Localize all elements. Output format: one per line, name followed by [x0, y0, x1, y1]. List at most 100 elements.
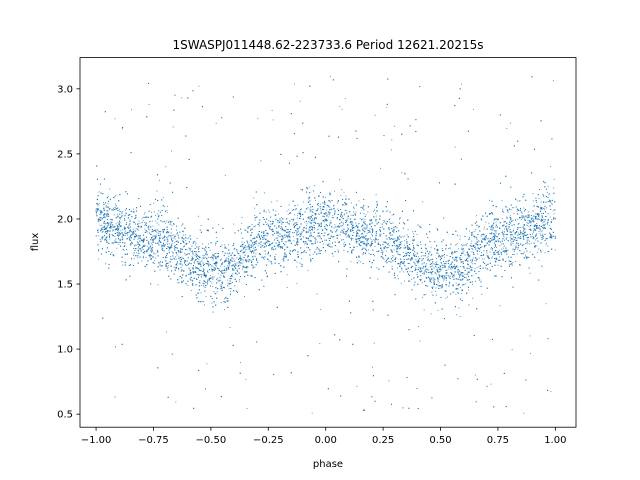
- data-point: [166, 238, 168, 240]
- data-point: [431, 274, 433, 276]
- data-point: [156, 232, 158, 234]
- data-point: [268, 226, 270, 228]
- data-point: [321, 228, 323, 230]
- data-point: [393, 125, 395, 127]
- data-point: [536, 233, 538, 235]
- data-point: [533, 238, 535, 240]
- data-point: [328, 212, 330, 214]
- data-point: [255, 248, 257, 250]
- data-point: [469, 230, 471, 232]
- data-point: [258, 253, 260, 255]
- data-point: [118, 227, 120, 229]
- data-point: [198, 258, 200, 260]
- data-point: [431, 269, 433, 271]
- data-point: [284, 230, 286, 232]
- data-point: [536, 201, 538, 203]
- data-point: [511, 349, 513, 351]
- data-point: [456, 243, 458, 245]
- data-point: [280, 228, 282, 229]
- data-point: [478, 244, 480, 246]
- data-point: [436, 267, 438, 269]
- data-point: [340, 214, 342, 216]
- data-point: [105, 204, 107, 206]
- data-point: [344, 213, 346, 215]
- data-point: [402, 236, 404, 238]
- data-point: [111, 242, 113, 244]
- data-point: [380, 233, 382, 235]
- data-point: [306, 246, 308, 248]
- data-point: [508, 227, 510, 229]
- data-point: [113, 214, 115, 216]
- data-point: [535, 239, 537, 241]
- data-point: [107, 213, 109, 215]
- data-point: [530, 242, 532, 244]
- data-point: [460, 266, 462, 268]
- data-point: [132, 231, 134, 233]
- data-point: [202, 282, 204, 284]
- data-point: [213, 269, 215, 271]
- data-point: [200, 224, 202, 226]
- data-point: [103, 207, 105, 209]
- data-point: [482, 238, 484, 240]
- data-point: [517, 232, 519, 234]
- data-point: [372, 366, 374, 368]
- data-point: [165, 256, 167, 258]
- data-point: [278, 233, 280, 235]
- data-point: [535, 224, 537, 226]
- data-point: [505, 233, 507, 235]
- data-point: [355, 213, 356, 215]
- data-point: [388, 244, 390, 246]
- data-point: [393, 255, 395, 257]
- data-point: [114, 207, 116, 209]
- data-point: [329, 243, 331, 245]
- data-point: [357, 241, 359, 243]
- data-point: [404, 240, 406, 242]
- data-point: [294, 214, 296, 216]
- data-point: [341, 189, 343, 191]
- data-point: [492, 249, 494, 251]
- data-point: [243, 256, 245, 258]
- data-point: [198, 85, 200, 87]
- data-point: [383, 222, 385, 224]
- data-point: [279, 233, 281, 235]
- data-point: [301, 231, 303, 233]
- data-point: [313, 219, 315, 221]
- data-point: [307, 198, 309, 200]
- data-point: [488, 241, 490, 243]
- data-point: [149, 229, 151, 231]
- data-point: [539, 233, 541, 235]
- data-point: [125, 232, 127, 234]
- data-point: [475, 242, 477, 244]
- data-point: [144, 224, 146, 226]
- data-point: [201, 270, 203, 272]
- data-point: [374, 255, 376, 257]
- data-point: [489, 251, 491, 253]
- data-point: [425, 294, 427, 296]
- data-point: [390, 149, 392, 151]
- data-point: [547, 213, 549, 215]
- data-point: [552, 187, 554, 189]
- data-point: [116, 247, 118, 249]
- data-point: [132, 242, 134, 244]
- data-point: [550, 202, 552, 204]
- data-point: [275, 210, 277, 212]
- data-point: [202, 243, 204, 245]
- data-point: [367, 242, 369, 244]
- data-point: [523, 244, 525, 246]
- data-point: [221, 263, 223, 264]
- data-point: [488, 222, 490, 224]
- data-point: [254, 266, 256, 268]
- data-point: [183, 259, 185, 261]
- data-point: [246, 259, 248, 261]
- data-point: [440, 261, 442, 263]
- data-point: [383, 258, 385, 260]
- data-point: [542, 218, 544, 220]
- data-point: [241, 268, 243, 270]
- data-point: [391, 265, 393, 267]
- data-point: [331, 246, 333, 248]
- data-point: [408, 263, 410, 265]
- data-point: [133, 248, 135, 250]
- data-point: [292, 220, 294, 222]
- data-point: [376, 267, 378, 269]
- data-point: [296, 283, 298, 285]
